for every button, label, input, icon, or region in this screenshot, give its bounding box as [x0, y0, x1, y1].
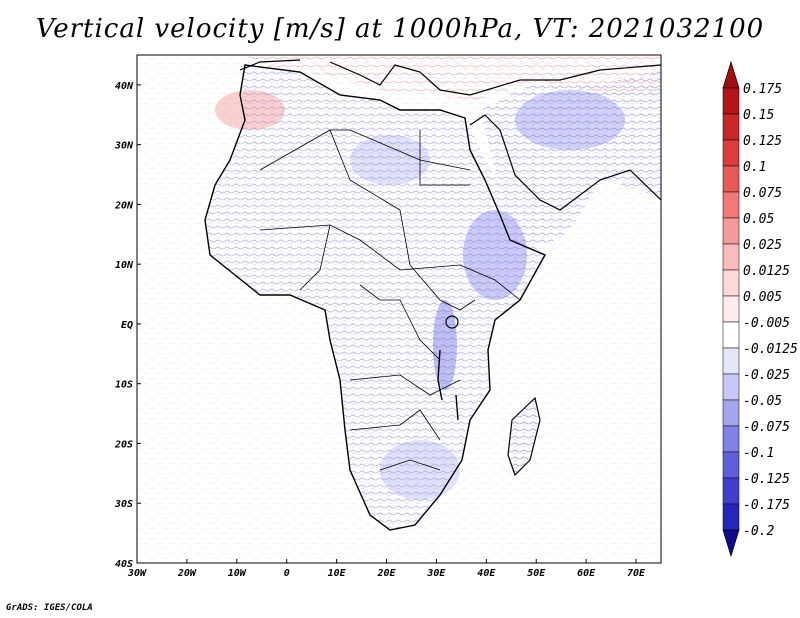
colorbar-label: 0.175 — [743, 82, 782, 97]
colorbar-label: -0.1 — [743, 446, 774, 461]
colorbar-segment — [722, 321, 740, 349]
y-tick-label: 40N — [115, 81, 134, 92]
chart-title: Vertical velocity [m/s] at 1000hPa, VT: … — [35, 14, 765, 44]
colorbar-label: 0.075 — [743, 186, 782, 201]
x-tick-label: 10E — [328, 568, 347, 579]
x-tick-label: 0 — [284, 568, 290, 579]
colorbar-label: -0.05 — [743, 394, 782, 409]
footer-credit: GrADS: IGES/COLA — [6, 603, 93, 613]
colorbar-label: -0.175 — [743, 498, 790, 513]
colorbar-label: -0.005 — [743, 316, 790, 331]
ethiopia-highlands — [463, 210, 527, 300]
x-tick-label: 10W — [228, 568, 247, 579]
lake-malawi — [455, 394, 459, 421]
colorbar-segment — [722, 139, 740, 167]
colorbar: 0.175 0.15 0.125 0.1 0.075 0.05 0.025 0.0125 0.0… — [722, 60, 798, 558]
europe-coastline — [239, 59, 661, 96]
map-frame — [136, 54, 662, 564]
colorbar-segment — [722, 113, 740, 141]
colorbar-label: -0.025 — [743, 368, 790, 383]
colorbar-segment — [722, 425, 740, 453]
libya-zone — [350, 135, 430, 185]
colorbar-segment — [722, 217, 740, 245]
map-field — [137, 55, 661, 563]
lake-victoria — [445, 315, 459, 329]
x-axis: 30W 20W 10W 0 10E 20E 30E 40E 50E 60E 70E — [127, 559, 646, 579]
south-africa-zone — [380, 440, 460, 500]
colorbar-label: -0.0125 — [743, 342, 798, 357]
colorbar-segment — [722, 243, 740, 271]
x-tick-label: 20E — [376, 568, 396, 579]
colorbar-segment — [722, 165, 740, 193]
colorbar-label: 0.05 — [743, 212, 774, 227]
colorbar-segment — [722, 451, 740, 479]
arabia-field — [480, 70, 661, 245]
lake-tanganyika — [437, 349, 443, 401]
iran-zone — [515, 90, 625, 150]
colorbar-segment — [722, 477, 740, 505]
x-tick-label: 40E — [477, 568, 496, 579]
atlas-zone — [215, 90, 285, 130]
colorbar-segment — [722, 87, 740, 115]
colorbar-segment — [722, 373, 740, 401]
colorbar-segment — [722, 347, 740, 375]
madagascar-field — [508, 398, 540, 475]
x-tick-label: 30E — [426, 568, 446, 579]
colorbar-segment — [722, 295, 740, 323]
y-tick-label: 20S — [114, 439, 133, 450]
colorbar-segment — [722, 269, 740, 297]
colorbar-label: 0.025 — [743, 238, 782, 253]
colorbar-segment — [722, 191, 740, 219]
colorbar-label: -0.075 — [743, 420, 790, 435]
africa-field — [205, 65, 545, 530]
colorbar-bottom-arrow — [722, 529, 740, 558]
country-borders — [259, 129, 521, 471]
colorbar-label: 0.1 — [743, 160, 766, 175]
y-tick-label: 40S — [115, 559, 133, 570]
colorbar-label: 0.0125 — [743, 264, 790, 279]
africa-coastline — [204, 64, 546, 531]
x-tick-label: 20W — [177, 568, 197, 579]
colorbar-label: -0.2 — [743, 524, 774, 539]
x-tick-label: 60E — [577, 568, 596, 579]
colorbar-label: 0.005 — [743, 290, 782, 305]
colorbar-segment — [722, 503, 740, 531]
y-tick-label: 10S — [115, 380, 133, 391]
x-tick-label: 50E — [527, 568, 546, 579]
colorbar-label: -0.125 — [743, 472, 790, 487]
y-tick-label: EQ — [121, 320, 133, 331]
y-tick-label: 30N — [114, 141, 134, 152]
colorbar-segment — [722, 399, 740, 427]
y-axis: 40N 30N 20N 10N EQ 10S 20S 30S 40S — [114, 81, 141, 570]
arabia-coastline — [469, 114, 661, 211]
colorbar-label: 0.15 — [743, 108, 774, 123]
colorbar-label: 0.125 — [743, 134, 782, 149]
x-tick-label: 30W — [127, 568, 147, 579]
colorbar-top-arrow — [722, 60, 740, 89]
europe-field — [240, 55, 661, 100]
x-tick-label: 70E — [627, 568, 646, 579]
y-tick-label: 30S — [114, 499, 133, 510]
y-tick-label: 20N — [114, 200, 134, 211]
madagascar-coastline — [507, 396, 541, 477]
y-tick-label: 10N — [115, 260, 134, 271]
rift-valley — [433, 300, 457, 390]
